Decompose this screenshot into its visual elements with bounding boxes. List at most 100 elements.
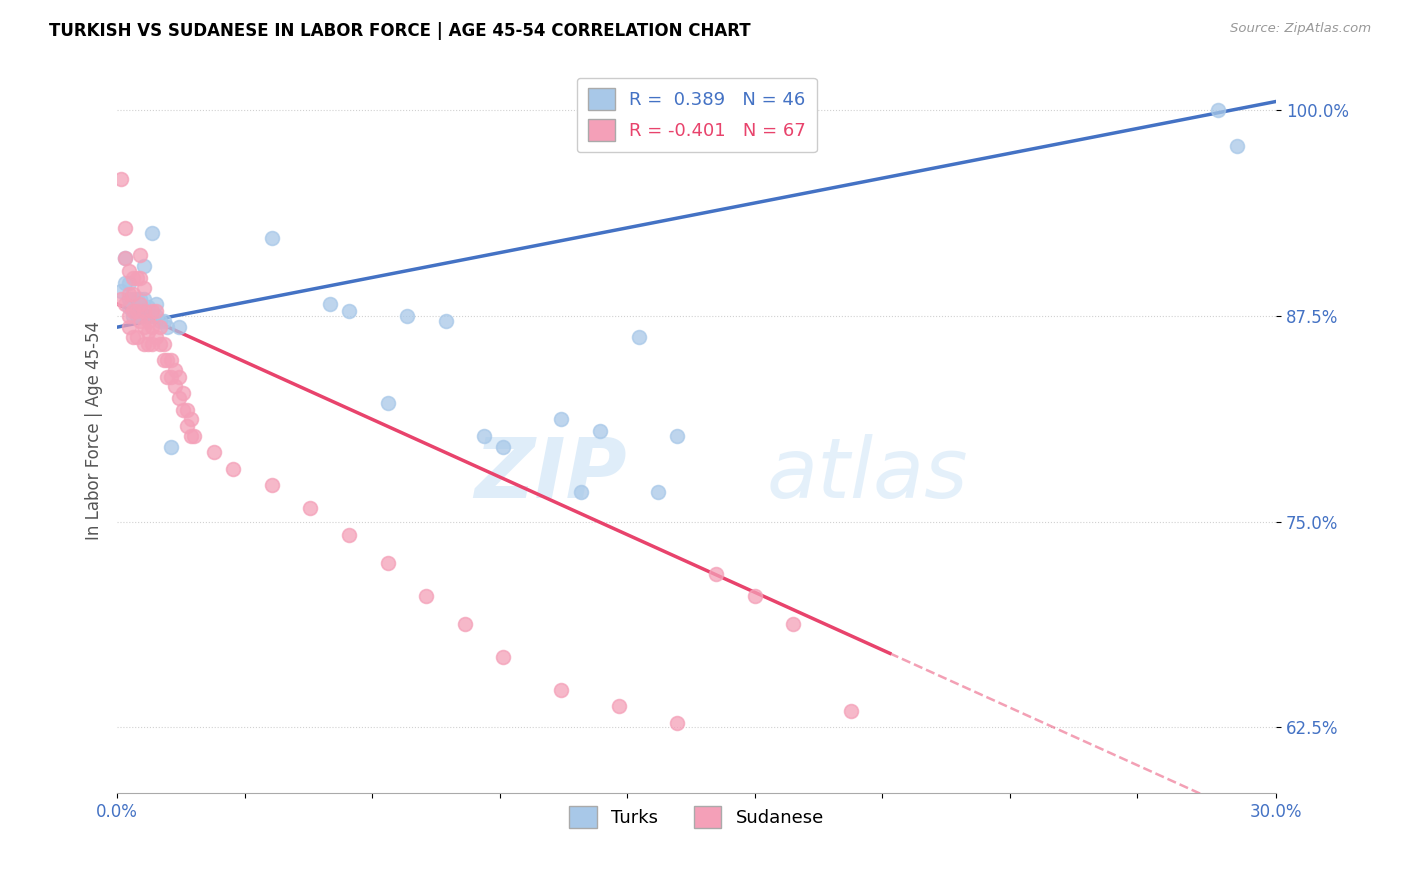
Point: [118, 320, 141, 334]
Point: [782, 616, 804, 631]
Point: [666, 715, 689, 730]
Point: [121, 303, 143, 318]
Y-axis label: In Labor Force | Age 45-54: In Labor Force | Age 45-54: [86, 321, 103, 541]
Point: [136, 325, 159, 339]
Point: [114, 221, 136, 235]
Point: [110, 172, 132, 186]
Point: [121, 270, 143, 285]
Point: [318, 297, 340, 311]
Point: [377, 556, 399, 570]
Point: [125, 303, 148, 318]
Point: [134, 320, 156, 334]
Point: [118, 309, 141, 323]
Point: [114, 297, 136, 311]
Text: ZIP: ZIP: [474, 434, 627, 515]
Point: [114, 251, 136, 265]
Point: [118, 287, 141, 301]
Text: TURKISH VS SUDANESE IN LABOR FORCE | AGE 45-54 CORRELATION CHART: TURKISH VS SUDANESE IN LABOR FORCE | AGE…: [49, 22, 751, 40]
Point: [704, 103, 727, 117]
Point: [744, 589, 766, 603]
Point: [145, 309, 167, 323]
Point: [129, 313, 152, 327]
Point: [121, 309, 143, 323]
Point: [492, 649, 515, 664]
Point: [160, 441, 183, 455]
Point: [183, 429, 205, 443]
Point: [114, 251, 136, 265]
Point: [395, 309, 418, 323]
Point: [134, 292, 156, 306]
Point: [125, 270, 148, 285]
Point: [129, 270, 152, 285]
Point: [569, 484, 592, 499]
Point: [134, 309, 156, 323]
Point: [472, 429, 495, 443]
Point: [156, 353, 179, 368]
Point: [110, 284, 132, 298]
Point: [337, 303, 360, 318]
Text: Source: ZipAtlas.com: Source: ZipAtlas.com: [1230, 22, 1371, 36]
Point: [141, 303, 163, 318]
Point: [165, 379, 187, 393]
Point: [121, 330, 143, 344]
Point: [141, 309, 163, 323]
Point: [167, 391, 190, 405]
Point: [176, 402, 198, 417]
Point: [167, 369, 190, 384]
Point: [149, 336, 172, 351]
Point: [141, 320, 163, 334]
Point: [762, 103, 785, 117]
Point: [647, 484, 669, 499]
Point: [125, 301, 148, 315]
Point: [160, 369, 183, 384]
Point: [134, 280, 156, 294]
Point: [627, 330, 650, 344]
Point: [589, 424, 612, 438]
Point: [377, 396, 399, 410]
Point: [454, 616, 477, 631]
Point: [136, 313, 159, 327]
Point: [167, 320, 190, 334]
Point: [141, 226, 163, 240]
Point: [180, 429, 202, 443]
Point: [125, 292, 148, 306]
Point: [114, 276, 136, 290]
Point: [550, 682, 572, 697]
Point: [704, 567, 727, 582]
Point: [118, 301, 141, 315]
Point: [125, 309, 148, 323]
Point: [129, 292, 152, 306]
Point: [118, 264, 141, 278]
Point: [172, 386, 194, 401]
Point: [141, 336, 163, 351]
Point: [666, 429, 689, 443]
Point: [1226, 139, 1249, 153]
Point: [129, 248, 152, 262]
Point: [160, 353, 183, 368]
Point: [129, 297, 152, 311]
Point: [129, 309, 152, 323]
Point: [149, 320, 172, 334]
Point: [152, 336, 174, 351]
Point: [149, 313, 172, 327]
Point: [550, 412, 572, 426]
Point: [299, 501, 322, 516]
Point: [121, 287, 143, 301]
Point: [134, 303, 156, 318]
Point: [110, 292, 132, 306]
Point: [118, 276, 141, 290]
Point: [202, 445, 225, 459]
Point: [180, 412, 202, 426]
Point: [839, 704, 862, 718]
Point: [134, 336, 156, 351]
Point: [136, 301, 159, 315]
Legend: Turks, Sudanese: Turks, Sudanese: [562, 798, 831, 835]
Point: [1206, 103, 1229, 117]
Point: [172, 402, 194, 417]
Point: [337, 527, 360, 541]
Point: [152, 313, 174, 327]
Point: [121, 292, 143, 306]
Point: [176, 419, 198, 434]
Point: [145, 330, 167, 344]
Point: [492, 441, 515, 455]
